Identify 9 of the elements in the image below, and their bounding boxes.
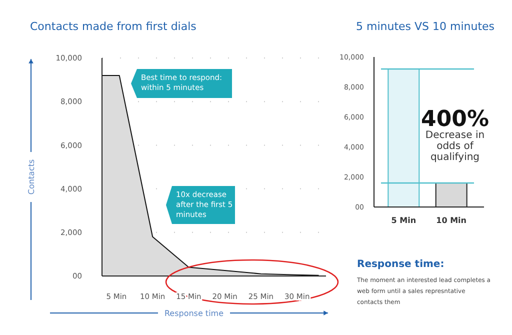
x-tick-label: 5 Min bbox=[391, 216, 416, 225]
x-axis-title: Response time bbox=[164, 309, 224, 318]
y-axis-title: Contacts bbox=[27, 159, 36, 195]
annotation: 400% bbox=[421, 107, 489, 132]
chart-title: 5 minutes VS 10 minutes bbox=[356, 20, 495, 33]
annotation: Decrease in odds of qualifying bbox=[425, 130, 485, 163]
chart-title: Contacts made from first dials bbox=[30, 20, 197, 33]
text: Response time: bbox=[357, 259, 444, 270]
x-tick-label: 10 Min bbox=[436, 216, 467, 225]
